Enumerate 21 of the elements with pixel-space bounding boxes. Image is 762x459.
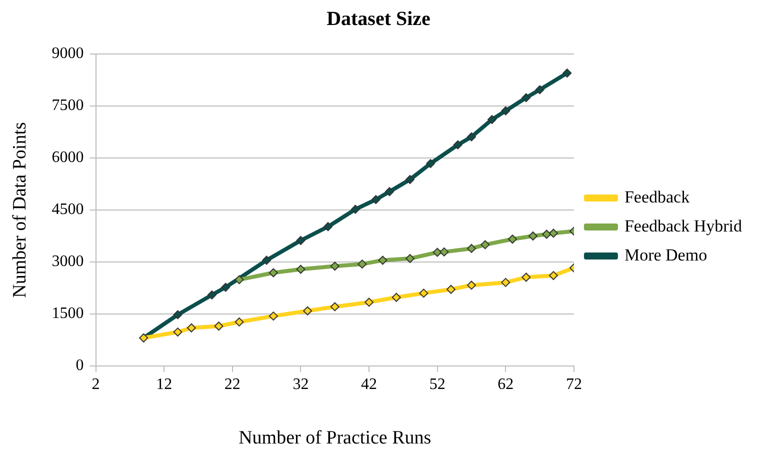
- x-tick-label: 52: [429, 376, 446, 393]
- x-tick-label: 12: [156, 376, 172, 393]
- x-tick-label: 72: [566, 376, 582, 393]
- x-tick-label: 32: [292, 376, 309, 393]
- legend-label: Feedback Hybrid: [624, 216, 742, 236]
- legend-label: More Demo: [624, 245, 708, 264]
- x-axis-title: Number of Practice Runs: [238, 428, 432, 449]
- x-tick-label: 62: [498, 376, 514, 393]
- y-tick-label: 0: [76, 357, 84, 374]
- chart-title: Dataset Size: [326, 8, 431, 30]
- y-tick-label: 6000: [52, 149, 84, 166]
- y-tick-label: 9000: [52, 45, 84, 62]
- y-axis-title: Number of Data Points: [9, 122, 30, 298]
- x-tick-label: 2: [92, 376, 100, 393]
- legend-label: Feedback: [624, 187, 690, 206]
- x-tick-label: 22: [224, 376, 240, 393]
- y-tick-label: 3000: [52, 253, 84, 270]
- y-tick-label: 1500: [52, 305, 84, 322]
- y-tick-label: 7500: [52, 97, 84, 114]
- y-tick-label: 4500: [52, 201, 84, 218]
- x-tick-label: 42: [361, 376, 378, 393]
